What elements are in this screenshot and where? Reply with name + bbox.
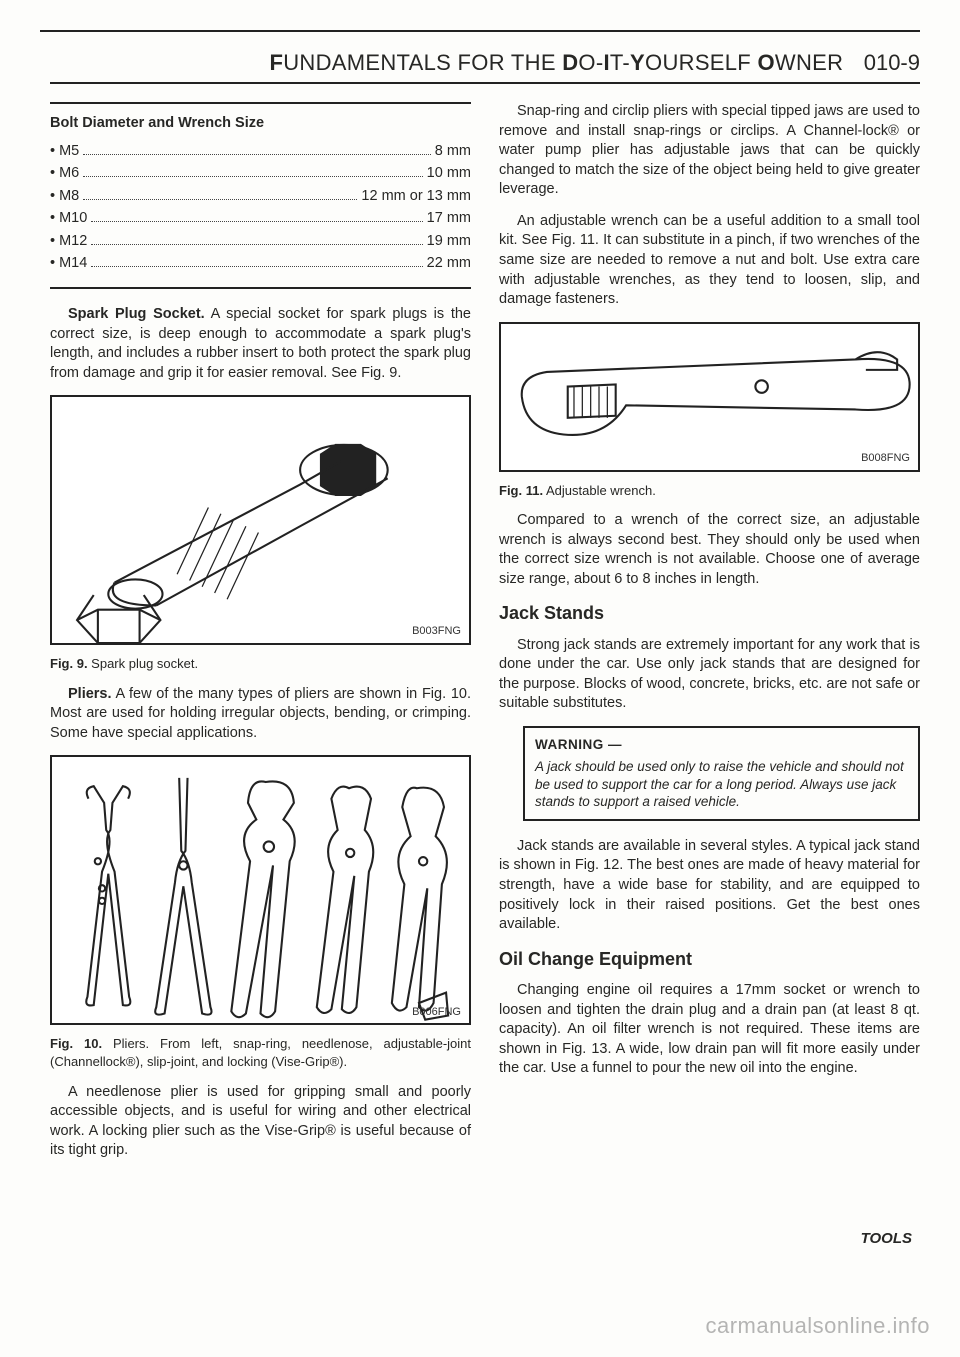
figure-9-caption: Fig. 9. Spark plug socket.	[50, 655, 471, 673]
figure-11-frame: B008FNG	[499, 322, 920, 472]
pliers-body: A few of the many types of pliers are sh…	[50, 686, 471, 741]
bolt-value: 10 mm	[427, 164, 471, 184]
table-row: • M14 22 mm	[50, 254, 471, 274]
warning-text: A jack should be used only to raise the …	[535, 758, 908, 811]
pliers-illustration	[52, 757, 469, 1028]
pliers-paragraph: Pliers. A few of the many types of plier…	[50, 685, 471, 744]
dot-leader	[83, 154, 431, 155]
bolt-label: • M14	[50, 254, 87, 274]
warning-title: WARNING —	[535, 736, 908, 754]
dot-leader	[91, 266, 422, 267]
footer-section-label: TOOLS	[861, 1230, 912, 1247]
spark-socket-illustration	[52, 397, 469, 647]
bolt-value: 19 mm	[427, 232, 471, 252]
jack-paragraph-2: Jack stands are available in several sty…	[499, 837, 920, 935]
table-row: • M8 12 mm or 13 mm	[50, 187, 471, 207]
watermark: carmanualsonline.info	[705, 1313, 930, 1339]
t5: O	[757, 50, 774, 75]
adjustable-paragraph: An adjustable wrench can be a useful add…	[499, 212, 920, 310]
dot-leader	[83, 199, 357, 200]
compared-paragraph: Compared to a wrench of the correct size…	[499, 511, 920, 589]
bolt-value: 17 mm	[427, 209, 471, 229]
needlenose-paragraph: A needlenose plier is used for gripping …	[50, 1083, 471, 1161]
dot-leader	[91, 244, 422, 245]
table-row: • M6 10 mm	[50, 164, 471, 184]
dot-leader	[91, 221, 422, 222]
t4: Y	[630, 50, 645, 75]
figure-9-code: B003FNG	[412, 624, 461, 639]
figure-9-frame: B003FNG	[50, 395, 471, 645]
t2r: O-	[578, 50, 603, 75]
t2: D	[562, 50, 578, 75]
dot-leader	[83, 176, 422, 177]
bolt-label: • M12	[50, 232, 87, 252]
fig11-cap-b: Fig. 11.	[499, 483, 543, 498]
figure-11-caption: Fig. 11. Adjustable wrench.	[499, 482, 920, 500]
t3r: T-	[610, 50, 630, 75]
spark-head: Spark Plug Socket.	[68, 306, 205, 322]
t1: F	[269, 50, 283, 75]
header-page-number: 010-9	[864, 50, 920, 75]
fig9-cap-t: Spark plug socket.	[88, 656, 199, 671]
header-title: FUNDAMENTALS FOR THE DO-IT-YOURSELF OWNE…	[269, 50, 849, 75]
left-column: Bolt Diameter and Wrench Size • M5 8 mm •…	[50, 102, 471, 1173]
jack-paragraph-1: Strong jack stands are extremely importa…	[499, 636, 920, 714]
right-column: Snap-ring and circlip pliers with specia…	[499, 102, 920, 1173]
pliers-head: Pliers.	[68, 686, 112, 702]
figure-10-code: B006FNG	[412, 1005, 461, 1020]
figure-10-frame: B006FNG	[50, 755, 471, 1025]
t1r: UNDAMENTALS FOR THE	[283, 50, 562, 75]
bolt-size-table: Bolt Diameter and Wrench Size • M5 8 mm •…	[50, 102, 471, 289]
fig9-cap-b: Fig. 9.	[50, 656, 88, 671]
table-row: • M10 17 mm	[50, 209, 471, 229]
oil-change-heading: Oil Change Equipment	[499, 947, 920, 971]
jack-stands-heading: Jack Stands	[499, 601, 920, 625]
table-row: • M12 19 mm	[50, 232, 471, 252]
bolt-box-title: Bolt Diameter and Wrench Size	[50, 114, 471, 134]
content-columns: Bolt Diameter and Wrench Size • M5 8 mm •…	[50, 102, 920, 1173]
bolt-value: 22 mm	[427, 254, 471, 274]
fig10-cap-b: Fig. 10.	[50, 1036, 102, 1051]
bolt-value: 8 mm	[435, 142, 471, 162]
figure-11-code: B008FNG	[861, 451, 910, 466]
top-rule	[40, 30, 920, 32]
figure-10-caption: Fig. 10. Pliers. From left, snap-ring, n…	[50, 1035, 471, 1070]
bolt-value: 12 mm or 13 mm	[361, 187, 471, 207]
bolt-label: • M6	[50, 164, 79, 184]
t5r: WNER	[775, 50, 843, 75]
bolt-label: • M10	[50, 209, 87, 229]
table-row: • M5 8 mm	[50, 142, 471, 162]
bolt-label: • M8	[50, 187, 79, 207]
page-header: FUNDAMENTALS FOR THE DO-IT-YOURSELF OWNE…	[50, 50, 920, 84]
fig11-cap-t: Adjustable wrench.	[543, 483, 656, 498]
bolt-label: • M5	[50, 142, 79, 162]
fig10-cap-t: Pliers. From left, snap-ring, needlenose…	[50, 1036, 471, 1069]
snapring-paragraph: Snap-ring and circlip pliers with specia…	[499, 102, 920, 200]
spark-plug-paragraph: Spark Plug Socket. A special socket for …	[50, 305, 471, 383]
adjustable-wrench-illustration	[501, 324, 918, 470]
t4r: OURSELF	[645, 50, 757, 75]
oil-paragraph: Changing engine oil requires a 17mm sock…	[499, 981, 920, 1079]
warning-box: WARNING — A jack should be used only to …	[523, 726, 920, 821]
